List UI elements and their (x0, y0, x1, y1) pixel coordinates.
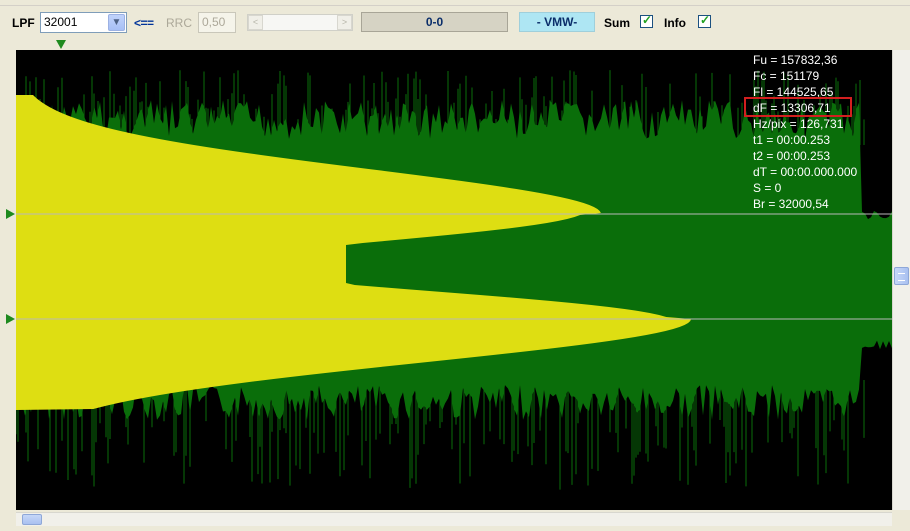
sum-checkbox[interactable] (640, 13, 653, 28)
info-checkbox[interactable] (698, 13, 711, 28)
signal-envelope (16, 95, 691, 410)
info-label: Info (664, 16, 686, 30)
lpf-select[interactable]: 32001 ▼ (40, 12, 127, 33)
vertical-scroll-thumb[interactable] (894, 267, 909, 285)
scroll-right-icon[interactable]: > (337, 15, 352, 30)
info-df: dF = 13306,71 (753, 101, 831, 115)
info-br: Br = 32000,54 (753, 197, 829, 211)
rrc-label: RRC (166, 16, 192, 30)
counter-display: 0-0 (361, 12, 508, 32)
info-fc: Fc = 151179 (753, 69, 820, 83)
info-fu: Fu = 157832,36 (753, 53, 838, 67)
window-top-edge (0, 0, 910, 6)
sum-label: Sum (604, 16, 631, 30)
upper-level-marker-icon[interactable] (6, 209, 15, 219)
toolbar: LPF 32001 ▼ <== RRC 0,50 < > 0-0 - VMW- … (0, 6, 910, 38)
info-t1: t1 = 00:00.253 (753, 133, 831, 147)
chevron-down-icon[interactable]: ▼ (108, 14, 125, 31)
horizontal-scroll-thumb[interactable] (22, 514, 42, 525)
info-s: S = 0 (753, 181, 782, 195)
horizontal-scrollbar[interactable] (16, 512, 892, 526)
center-marker-icon[interactable] (56, 40, 66, 49)
df-highlight-box (744, 97, 852, 117)
frequency-ruler (0, 38, 910, 50)
info-panel: Fu = 157832,36 Fc = 151179 Fl = 144525,6… (750, 52, 884, 212)
info-fl: Fl = 144525,65 (753, 85, 834, 99)
toolbar-slider[interactable]: < > (247, 14, 353, 31)
info-dt: dT = 00:00.000.000 (753, 165, 858, 179)
rrc-input[interactable]: 0,50 (198, 12, 236, 33)
apply-arrow-button[interactable]: <== (134, 16, 154, 30)
info-t2: t2 = 00:00.253 (753, 149, 831, 163)
lower-level-marker-icon[interactable] (6, 314, 15, 324)
mode-button[interactable]: - VMW- (519, 12, 595, 32)
lpf-label: LPF (12, 16, 35, 30)
lpf-value: 32001 (44, 15, 78, 29)
vertical-scrollbar[interactable] (892, 50, 910, 510)
info-hzpix: Hz/pix = 126,731 (753, 117, 844, 131)
scroll-left-icon[interactable]: < (248, 15, 263, 30)
